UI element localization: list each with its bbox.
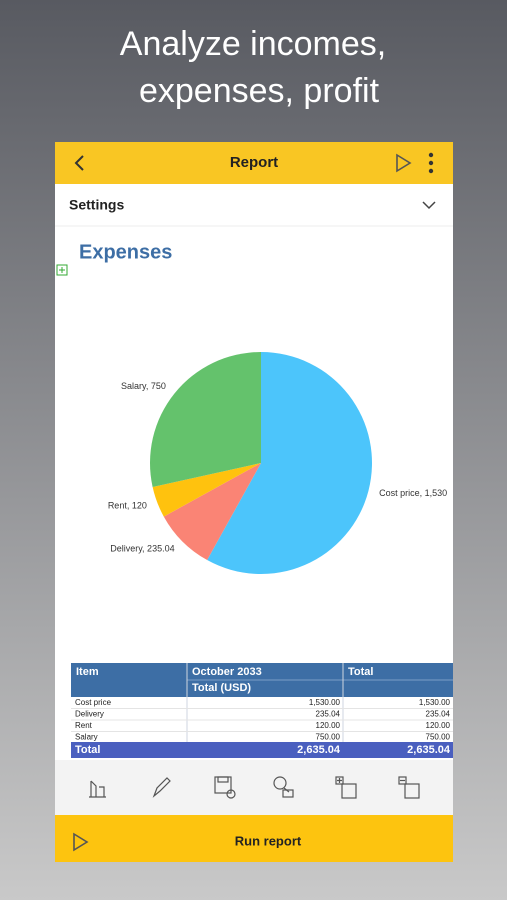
row-item: Salary (75, 733, 98, 742)
collapse-all-icon[interactable] (398, 776, 420, 799)
row-value: 120.00 (316, 721, 341, 730)
row-value: 120.00 (426, 721, 451, 730)
total-cell: Total (75, 744, 100, 756)
back-button[interactable] (74, 155, 84, 171)
total-cell: 2,635.04 (407, 744, 451, 756)
run-icon (73, 832, 89, 852)
expand-icon[interactable] (56, 264, 68, 276)
slice-label: Salary, 750 (121, 381, 166, 391)
column-header: Total (348, 666, 373, 678)
column-header: October 2033 (192, 666, 262, 678)
settings-label: Settings (69, 197, 124, 213)
edit-icon[interactable] (152, 777, 171, 798)
row-value: 1,530.00 (309, 698, 341, 707)
slice-label: Cost price, 1,530 (379, 488, 447, 498)
app-title: Report (230, 154, 278, 171)
pie-slice (207, 352, 372, 574)
toolbar (55, 760, 453, 815)
pie-slice (163, 463, 261, 561)
save-icon[interactable] (214, 776, 236, 799)
row-value: 235.04 (316, 710, 341, 719)
row-item: Delivery (75, 710, 104, 719)
pie-slice (150, 352, 261, 487)
headline: Analyze incomes, (120, 25, 386, 63)
total-row (71, 742, 453, 758)
chevron[interactable] (422, 201, 436, 210)
slice-label: Delivery, 235.04 (110, 544, 174, 554)
app-bar (55, 142, 453, 184)
column-subheader: Total (USD) (192, 682, 251, 694)
row-value: 235.04 (426, 710, 451, 719)
row-value: 750.00 (316, 733, 341, 742)
run-bar[interactable] (55, 815, 453, 862)
expand-all-icon[interactable] (335, 776, 357, 799)
settings-row[interactable] (55, 184, 453, 226)
row-item: Cost price (75, 698, 112, 707)
column-header: Item (76, 666, 99, 678)
total-cell: 2,635.04 (297, 744, 341, 756)
menu-button[interactable] (428, 152, 434, 174)
chart-icon[interactable] (89, 780, 106, 798)
search-icon[interactable] (273, 776, 294, 798)
slice-label: Rent, 120 (108, 500, 147, 510)
row-value: 750.00 (426, 733, 451, 742)
run-report-button[interactable]: Run report (235, 833, 302, 848)
pie-slice (152, 463, 261, 517)
chart-title: Expenses (79, 241, 172, 263)
row-item: Rent (75, 721, 93, 730)
headline: expenses, profit (139, 72, 380, 110)
row-value: 1,530.00 (419, 698, 451, 707)
run-button[interactable] (396, 153, 412, 173)
